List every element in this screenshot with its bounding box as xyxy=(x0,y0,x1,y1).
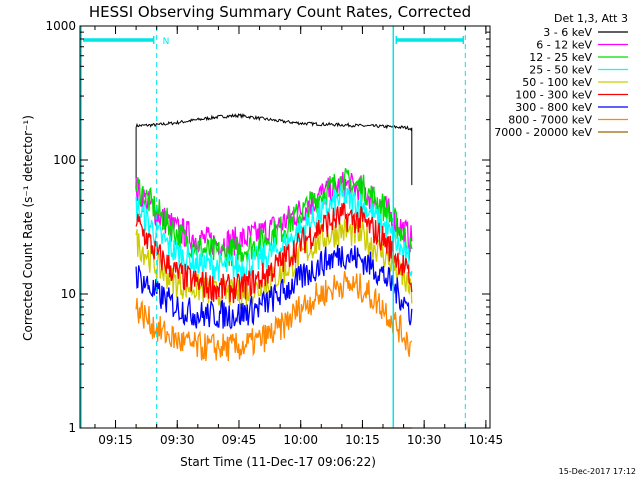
series-line-1 xyxy=(135,171,413,259)
legend-label-0: 3 - 6 keV xyxy=(543,26,592,39)
legend-label-2: 12 - 25 keV xyxy=(529,51,592,64)
chart-title: HESSI Observing Summary Count Rates, Cor… xyxy=(89,3,471,21)
x-tick-label-6: 10:45 xyxy=(469,433,504,447)
x-tick-label-4: 10:15 xyxy=(345,433,380,447)
legend-label-1: 6 - 12 keV xyxy=(536,39,592,52)
footer-date: 15-Dec-2017 17:12 xyxy=(559,467,636,476)
series-line-7 xyxy=(135,270,413,362)
series-line-3 xyxy=(135,184,413,282)
legend-label-7: 800 - 7000 keV xyxy=(508,114,592,127)
series-line-6 xyxy=(135,244,413,330)
x-tick-label-1: 09:30 xyxy=(160,433,195,447)
legend-title: Det 1,3, Att 3 xyxy=(554,12,628,25)
legend-label-4: 50 - 100 keV xyxy=(522,76,592,89)
y-tick-label-1: 10 xyxy=(61,287,76,301)
y-tick-label-0: 1 xyxy=(68,421,76,435)
x-tick-label-0: 09:15 xyxy=(98,433,133,447)
annotation-label-0: N xyxy=(163,37,170,47)
legend-label-5: 100 - 300 keV xyxy=(515,89,592,102)
y-axis-label: Corrected Count Rate (s⁻¹ detector⁻¹) xyxy=(21,115,35,341)
legend-label-3: 25 - 50 keV xyxy=(529,64,592,77)
annotation-layer: N xyxy=(80,26,466,428)
plot-frame xyxy=(79,25,491,429)
y-tick-label-2: 100 xyxy=(53,153,76,167)
axes-layer: 09:15 09:30 09:45 10:00 10:15 10:30 10:45 1 10 10… xyxy=(45,19,503,447)
series-line-0 xyxy=(135,113,413,190)
y-tick-label-3: 1000 xyxy=(45,19,76,33)
legend-label-6: 300 - 800 keV xyxy=(515,101,592,114)
series-line-5 xyxy=(135,202,413,303)
legend-label-8: 7000 - 20000 keV xyxy=(494,126,592,139)
x-tick-label-2: 09:45 xyxy=(222,433,257,447)
x-tick-label-5: 10:30 xyxy=(407,433,442,447)
x-tick-label-3: 10:00 xyxy=(283,433,318,447)
x-axis-label: Start Time (11-Dec-17 09:06:22) xyxy=(180,455,376,469)
